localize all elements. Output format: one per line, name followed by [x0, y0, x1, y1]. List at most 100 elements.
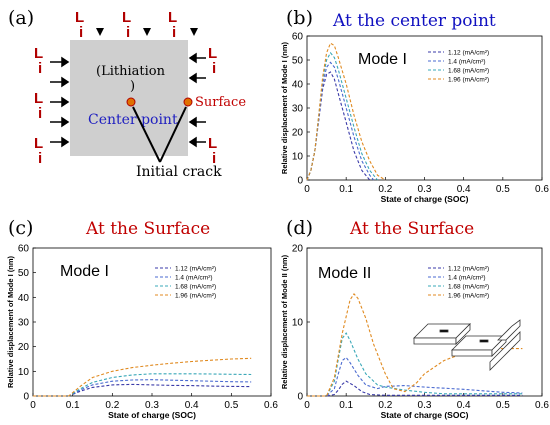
x-axis-label: State of charge (SOC) [108, 410, 196, 420]
x-tick-label: 0.6 [535, 400, 549, 411]
legend-entry: 1.68 (mA/cm²) [175, 284, 216, 291]
x-tick-label: 0.1 [339, 400, 353, 411]
x-tick-label: 0.5 [224, 400, 238, 411]
top-arrow-icons [96, 28, 198, 36]
legend-entry: 1.96 (mA/cm²) [448, 293, 489, 300]
top-lithiation-arrows: L i L i L i [75, 9, 177, 41]
legend-entry: 1.68 (mA/cm²) [448, 68, 489, 75]
x-tick-label: 0.6 [535, 184, 549, 195]
panel-a: (a) L i L i L i L i L i L i [8, 7, 246, 180]
right-arrow-icon [61, 96, 70, 108]
series-line [307, 356, 523, 397]
arrow-letter-i: i [38, 105, 42, 122]
arrow-letter-L: L [208, 135, 217, 152]
shear-schematic-inset [413, 319, 521, 371]
legend-entry: 1.12 (mA/cm²) [448, 50, 489, 57]
surface-label: Surface [195, 95, 246, 110]
legend-entry: 1.96 (mA/cm²) [175, 293, 216, 300]
panel-b: (b) At the center point 0 0.1 0.2 0.3 0.4 0.5… [280, 7, 549, 204]
right-arrow-icon [61, 116, 70, 128]
y-tick-label: 10 [292, 318, 304, 329]
mode-label: Mode I [60, 263, 109, 280]
y-tick-label: 20 [292, 128, 304, 139]
y-axis-label: Relative displacement of Mode I (nm) [6, 255, 15, 388]
x-tick-label: 0.4 [457, 400, 471, 411]
x-axis-label: State of charge (SOC) [381, 410, 469, 420]
x-tick-label: 0.3 [418, 400, 432, 411]
right-arrow-icon [61, 56, 70, 68]
series-line [307, 332, 523, 397]
x-tick-label: 0.2 [378, 184, 392, 195]
initial-crack-label: Initial crack [136, 164, 222, 180]
y-tick-label: 20 [292, 244, 304, 255]
arrow-letter-i: i [38, 150, 42, 167]
y-tick-label: 0 [23, 392, 29, 403]
crack-pointer-lines [132, 106, 187, 163]
arrow-letter-i: i [212, 150, 216, 167]
panel-c-title: At the Surface [85, 219, 210, 239]
right-arrow-icon [61, 76, 70, 88]
chart-b: 0 0.1 0.2 0.3 0.4 0.5 0.6 0 10 20 30 40 50 60 State of… [280, 32, 549, 205]
x-tick-label: 0.4 [457, 184, 471, 195]
x-tick-label: 0 [304, 400, 310, 411]
y-axis-label: Relative displacement of Mode I (nm) [280, 41, 289, 174]
right-lithiation-arrows: L i L i [208, 45, 217, 167]
legend-entry: 1.12 (mA/cm²) [175, 266, 216, 273]
plot-frame [306, 35, 543, 181]
left-arrow-icon [188, 52, 197, 64]
panel-b-title: At the center point [332, 11, 496, 31]
y-tick-label: 40 [292, 80, 304, 91]
arrow-letter-i: i [172, 24, 176, 41]
x-tick-label: 0.3 [418, 184, 432, 195]
x-tick-label: 0 [30, 400, 36, 411]
x-tick-label: 0.2 [378, 400, 392, 411]
arrow-letter-i: i [126, 24, 130, 41]
panel-c-label: (c) [8, 217, 33, 239]
series-line [306, 42, 386, 181]
left-lithiation-arrows: L i L i L i [34, 45, 43, 167]
arrow-letter-L: L [75, 9, 84, 26]
x-tick-label: 0.2 [105, 400, 119, 411]
down-arrow-icon [96, 28, 104, 36]
arrow-letter-L: L [208, 45, 217, 62]
series-line [33, 357, 252, 397]
series-line [306, 71, 371, 181]
legend-entry: 1.68 (mA/cm²) [448, 284, 489, 291]
lithiation-label: (Lithiation [96, 64, 166, 79]
x-tick-label: 0.5 [496, 400, 510, 411]
y-tick-label: 60 [18, 244, 30, 255]
y-tick-label: 0 [297, 392, 303, 403]
arrow-letter-i: i [79, 24, 83, 41]
panel-d-label: (d) [286, 217, 313, 239]
legend-entry: 1.4 (mA/cm²) [175, 275, 213, 282]
y-tick-label: 60 [292, 32, 304, 43]
x-tick-label: 0.3 [145, 400, 159, 411]
legend-entry: 1.12 (mA/cm²) [448, 266, 489, 273]
legend-entry: 1.96 (mA/cm²) [448, 77, 489, 84]
lithiation-close-paren: ) [130, 79, 135, 94]
arrow-letter-i: i [38, 60, 42, 77]
down-arrow-icon [143, 28, 151, 36]
arrow-letter-L: L [168, 9, 177, 26]
mode-label: Mode I [358, 51, 407, 68]
series-line [307, 380, 523, 397]
mode-label: Mode II [318, 265, 371, 282]
center-point-marker [126, 97, 136, 107]
x-tick-label: 0.1 [66, 400, 80, 411]
series-line [33, 383, 252, 397]
panel-b-label: (b) [286, 7, 313, 29]
plot-frame [32, 247, 272, 397]
center-point-label: Center point [88, 112, 178, 128]
series-line [33, 373, 252, 397]
x-axis-label: State of charge (SOC) [381, 194, 469, 204]
plot-frame [306, 247, 543, 397]
arrow-letter-L: L [34, 90, 43, 107]
right-arrow-icon [61, 136, 70, 148]
x-tick-label: 0.6 [264, 400, 278, 411]
chart-c: 0 0.1 0.2 0.3 0.4 0.5 0.6 0 10 20 30 40 50 60 State of… [6, 244, 278, 421]
legend-entry: 1.4 (mA/cm²) [448, 59, 486, 66]
surface-point-marker [183, 97, 193, 107]
y-tick-label: 30 [18, 318, 30, 329]
legend-entry: 1.4 (mA/cm²) [448, 275, 486, 282]
